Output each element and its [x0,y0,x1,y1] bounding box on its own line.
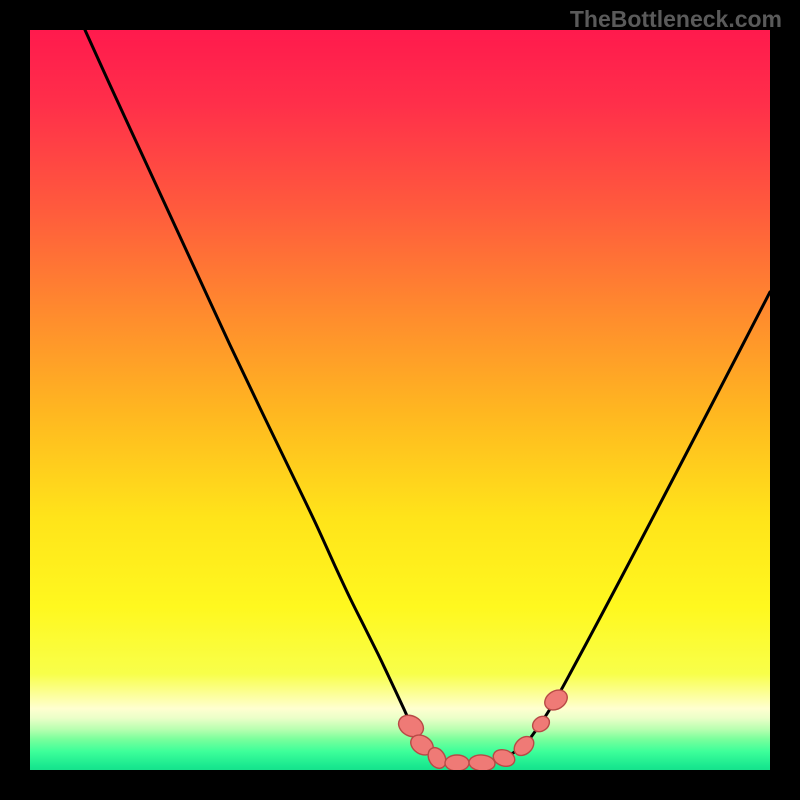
curve-marker [445,755,469,770]
plot-svg [30,30,770,770]
plot-area [30,30,770,770]
chart-frame: TheBottleneck.com [0,0,800,800]
gradient-background [30,30,770,770]
attribution-label: TheBottleneck.com [570,6,782,33]
